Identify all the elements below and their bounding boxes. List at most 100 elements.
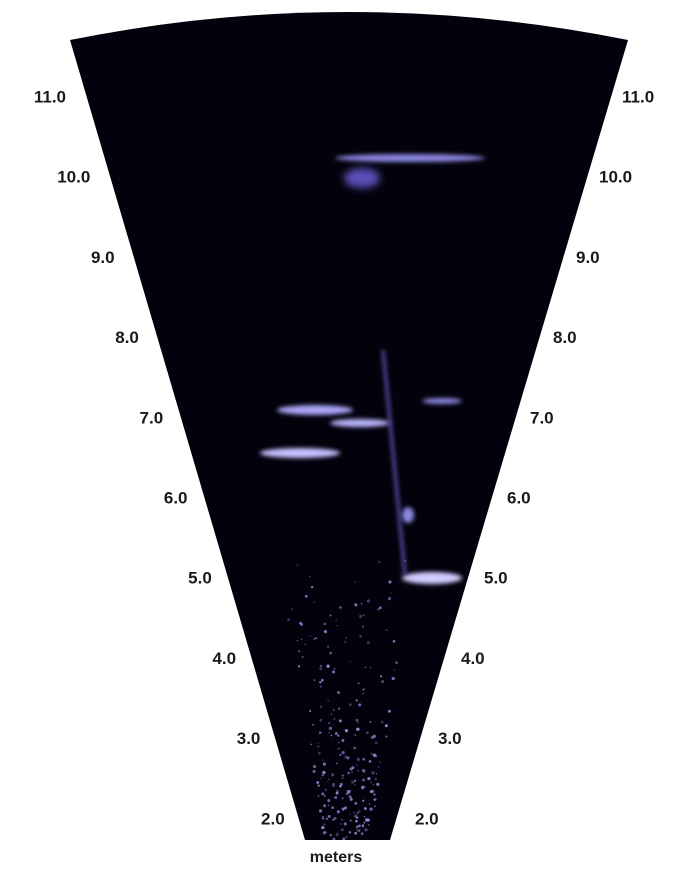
- speckle: [352, 766, 355, 769]
- speckle: [347, 772, 349, 774]
- speckle: [341, 819, 343, 821]
- range-label-right: 10.0: [599, 168, 632, 187]
- range-label-right: 6.0: [507, 488, 531, 507]
- speckle: [351, 771, 353, 773]
- speckle: [332, 670, 335, 673]
- unit-label: meters: [310, 849, 363, 866]
- speckle: [358, 825, 361, 828]
- page: {"range_labels": ["11.0", "10.0", "9.0",…: [0, 0, 676, 871]
- speckle: [373, 754, 376, 757]
- speckle: [349, 814, 350, 815]
- speckle: [362, 769, 364, 771]
- speckle: [354, 832, 357, 835]
- speckle: [319, 731, 322, 734]
- speckle: [321, 679, 324, 682]
- speckle: [358, 722, 359, 723]
- speckle: [355, 820, 358, 823]
- speckle: [332, 838, 335, 841]
- speckle: [372, 784, 374, 786]
- speckle: [321, 719, 322, 720]
- echo: [402, 507, 414, 523]
- speckle: [318, 746, 320, 748]
- speckle: [323, 762, 326, 765]
- speckle: [312, 724, 314, 726]
- speckle: [309, 576, 310, 577]
- speckle: [354, 603, 357, 606]
- speckle: [302, 656, 304, 658]
- speckle: [327, 646, 329, 648]
- speckle: [362, 693, 363, 694]
- speckle: [326, 818, 328, 820]
- speckle: [369, 807, 372, 810]
- speckle: [368, 824, 370, 826]
- speckle: [369, 803, 370, 804]
- speckle: [328, 779, 330, 781]
- speckle: [341, 828, 344, 831]
- speckle: [354, 734, 356, 736]
- range-label-left: 6.0: [164, 488, 188, 507]
- range-label-left: 9.0: [91, 248, 115, 267]
- speckle: [319, 667, 322, 670]
- speckle: [366, 731, 369, 734]
- speckle: [322, 774, 324, 776]
- speckle: [324, 623, 327, 626]
- speckle: [319, 681, 322, 684]
- speckle: [330, 713, 332, 715]
- speckle: [327, 799, 330, 802]
- speckle: [364, 816, 366, 818]
- speckle: [385, 724, 388, 727]
- speckle: [318, 752, 320, 754]
- speckle: [353, 747, 356, 750]
- speckle: [354, 784, 355, 785]
- speckle: [367, 599, 370, 602]
- speckle: [344, 806, 347, 809]
- speckle: [328, 732, 330, 734]
- speckle: [333, 718, 335, 720]
- speckle: [313, 601, 315, 603]
- speckle: [388, 580, 391, 583]
- speckle: [317, 743, 318, 744]
- speckle: [343, 838, 346, 841]
- speckle: [349, 831, 351, 833]
- speckle: [339, 719, 342, 722]
- speckle: [358, 682, 360, 684]
- speckle: [370, 753, 372, 755]
- range-label-right: 11.0: [622, 87, 654, 106]
- range-label-right: 2.0: [415, 809, 439, 828]
- speckle: [337, 734, 339, 736]
- speckle: [393, 640, 396, 643]
- range-label-left: 11.0: [34, 87, 66, 106]
- speckle: [322, 771, 325, 774]
- speckle: [345, 729, 348, 732]
- speckle: [385, 736, 387, 738]
- speckle: [356, 826, 359, 829]
- speckle: [325, 789, 326, 790]
- speckle: [375, 778, 377, 780]
- speckle: [318, 795, 320, 797]
- speckle: [369, 760, 372, 763]
- speckle: [358, 770, 359, 771]
- sonar-display: meters 11.011.010.010.09.09.08.08.07.07.…: [0, 0, 676, 871]
- speckle: [320, 665, 322, 667]
- speckle: [356, 829, 358, 831]
- speckle: [367, 641, 370, 644]
- speckle: [390, 592, 391, 593]
- speckle: [296, 564, 298, 566]
- speckle: [344, 755, 347, 758]
- speckle: [380, 675, 382, 677]
- speckle: [346, 637, 347, 638]
- speckle: [313, 638, 315, 640]
- range-label-left: 5.0: [188, 569, 212, 588]
- speckle: [363, 614, 365, 616]
- speckle: [324, 630, 327, 633]
- speckle: [291, 608, 292, 609]
- range-label-left: 2.0: [261, 809, 285, 828]
- range-label-right: 3.0: [438, 729, 462, 748]
- speckle: [350, 790, 352, 792]
- range-label-right: 9.0: [576, 248, 600, 267]
- speckle: [376, 783, 379, 786]
- speckle: [327, 700, 328, 701]
- speckle: [344, 822, 347, 825]
- speckle: [331, 724, 332, 725]
- speckle: [388, 597, 391, 600]
